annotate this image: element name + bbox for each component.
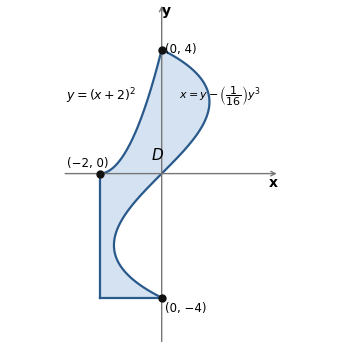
Text: (0, 4): (0, 4) — [166, 43, 197, 56]
Text: (−2, 0): (−2, 0) — [67, 157, 108, 170]
Polygon shape — [100, 50, 209, 298]
Text: $\bf{y}$: $\bf{y}$ — [161, 5, 172, 20]
Text: (0, −4): (0, −4) — [166, 302, 207, 315]
Text: $D$: $D$ — [150, 147, 163, 163]
Text: $\bf{x}$: $\bf{x}$ — [268, 176, 279, 190]
Text: $x = y - \left(\dfrac{1}{16}\right)y^3$: $x = y - \left(\dfrac{1}{16}\right)y^3$ — [179, 84, 260, 108]
Text: $y = (x + 2)^2$: $y = (x + 2)^2$ — [66, 86, 136, 106]
